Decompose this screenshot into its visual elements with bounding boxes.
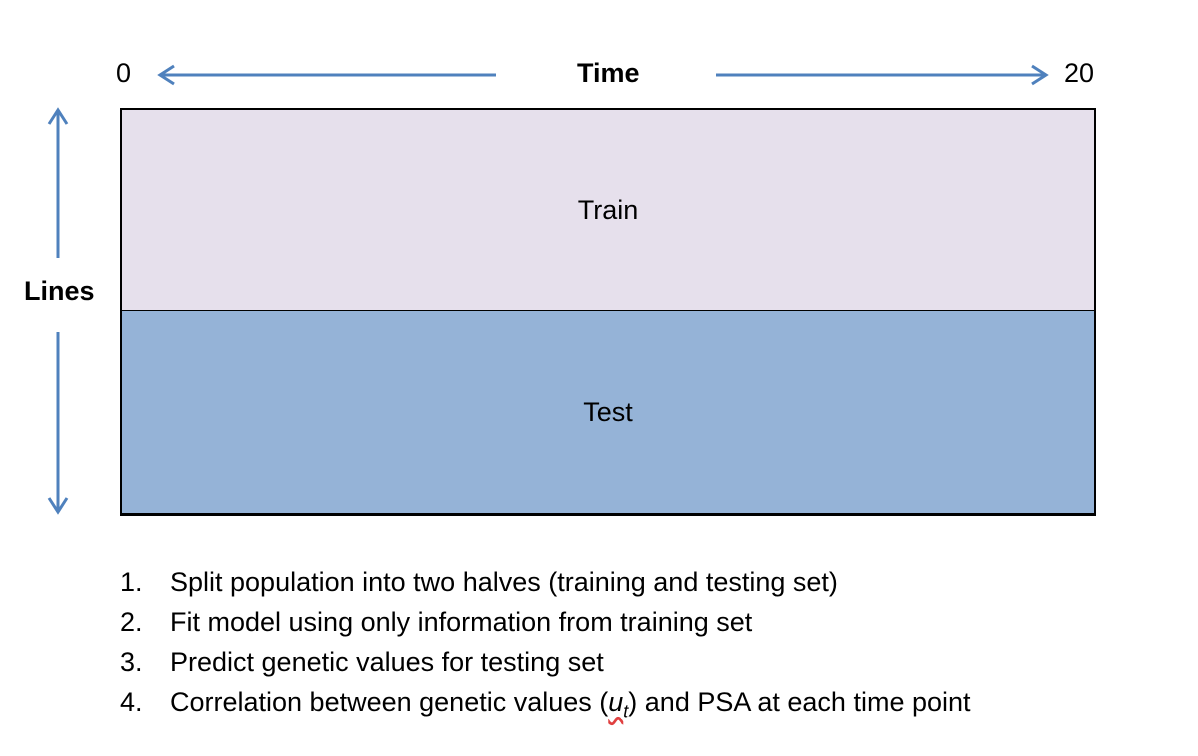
step-text: Split population into two halves (traini… <box>170 567 838 597</box>
step-number: 2. <box>120 607 143 637</box>
list-item: 2. Fit model using only information from… <box>120 602 971 642</box>
variable-subscript: t <box>623 701 629 722</box>
steps-list: 1. Split population into two halves (tra… <box>120 562 971 731</box>
time-arrow-left <box>157 64 496 86</box>
step-text-after: ) and PSA at each time point <box>628 687 971 717</box>
variable-u: u <box>608 687 624 717</box>
step-number: 3. <box>120 647 143 677</box>
list-item: 4. Correlation between genetic values (u… <box>120 682 971 731</box>
step-number: 1. <box>120 567 143 597</box>
train-label: Train <box>577 194 639 225</box>
step-number: 4. <box>120 687 143 717</box>
time-end-label: 20 <box>1064 58 1095 88</box>
test-region: Test <box>120 311 1096 516</box>
test-label: Test <box>583 396 633 427</box>
step-text: Fit model using only information from tr… <box>170 607 753 637</box>
list-item: 3. Predict genetic values for testing se… <box>120 642 971 682</box>
time-start-label: 0 <box>116 58 132 88</box>
step-text: Correlation between genetic values (ut) … <box>170 682 971 731</box>
time-arrow-right <box>716 64 1049 86</box>
step-text-before: Correlation between genetic values ( <box>170 687 609 717</box>
step-text: Predict genetic values for testing set <box>170 647 604 677</box>
time-axis-label: Time <box>577 58 640 88</box>
lines-axis-label: Lines <box>24 276 95 306</box>
lines-arrow-down <box>47 332 69 515</box>
list-item: 1. Split population into two halves (tra… <box>120 562 971 602</box>
lines-arrow-up <box>47 107 69 258</box>
train-region: Train <box>120 108 1096 311</box>
